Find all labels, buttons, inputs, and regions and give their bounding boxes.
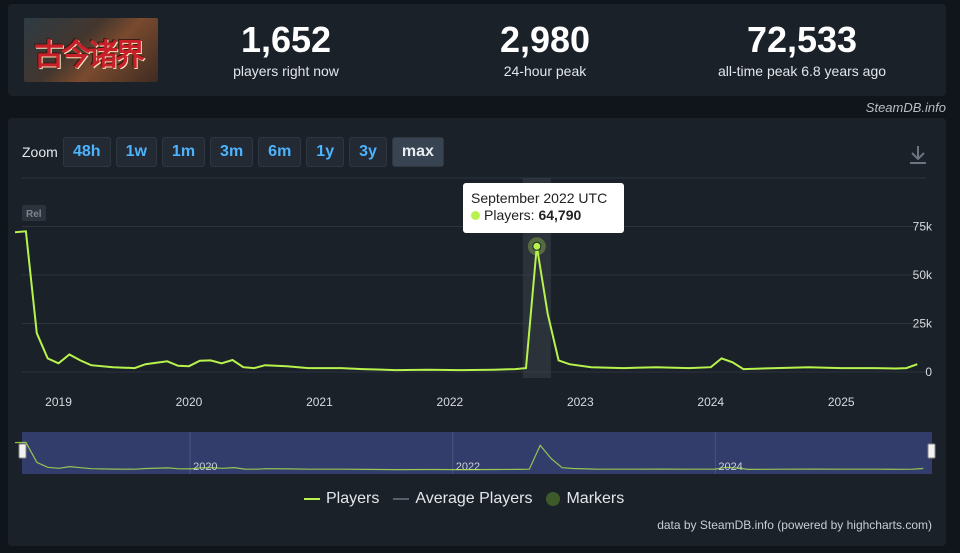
zoom-48h-button[interactable]: 48h <box>63 137 111 167</box>
legend-markers-label: Markers <box>566 490 625 507</box>
hover-point <box>532 241 542 251</box>
current-players-value: 1,652 <box>240 19 332 60</box>
peak24-label: 24-hour peak <box>503 63 587 79</box>
release-marker[interactable]: Rel <box>22 205 46 221</box>
legend-item-average-players[interactable]: Average Players <box>393 490 532 508</box>
legend-average-label: Average Players <box>415 490 533 507</box>
navigator-tick-label: 2022 <box>456 461 480 473</box>
x-tick-label: 2019 <box>45 395 72 409</box>
stat-alltime-peak: 72,533 all-time peak 6.8 years ago <box>692 18 912 80</box>
alltime-peak-label: all-time peak 6.8 years ago <box>717 63 887 79</box>
x-axis-labels: 2019 2020 2021 2022 2023 2024 2025 <box>45 395 855 409</box>
game-thumbnail[interactable]: 古今诸界 <box>24 18 158 82</box>
zoom-1w-button[interactable]: 1w <box>115 137 157 167</box>
y-tick-label: 0 <box>925 365 932 379</box>
zoom-label: Zoom <box>22 144 58 160</box>
y-tick-label: 25k <box>913 317 933 331</box>
average-legend-line <box>393 498 410 500</box>
navigator[interactable]: 2020 2022 2024 <box>14 432 936 474</box>
y-axis-labels: 0 25k 50k 75k <box>913 220 933 380</box>
zoom-6m-button[interactable]: 6m <box>258 137 302 167</box>
current-players-label: players right now <box>233 63 339 79</box>
x-tick-label: 2023 <box>567 395 594 409</box>
navigator-series-line <box>14 441 924 471</box>
chart-panel: Zoom 48h 1w 1m 3m 6m 1y 3y max 0 25k 50k 75… <box>8 118 946 546</box>
steamdb-watermark[interactable]: SteamDB.info <box>865 100 946 115</box>
y-tick-label: 50k <box>913 268 933 282</box>
zoom-1m-button[interactable]: 1m <box>161 137 206 167</box>
zoom-1y-button[interactable]: 1y <box>306 137 345 167</box>
navigator-tick-label: 2020 <box>193 461 217 473</box>
stats-panel: 古今诸界 1,652 players right now 2,980 24-ho… <box>8 4 946 96</box>
zoom-buttons: 48h 1w 1m 3m 6m 1y 3y max <box>63 137 444 167</box>
release-marker-label: Rel <box>26 209 42 220</box>
y-tick-label: 75k <box>913 220 933 234</box>
stat-current-players: 1,652 players right now <box>176 18 396 80</box>
zoom-3m-button[interactable]: 3m <box>210 137 254 167</box>
chart-legend: Players Average Players Markers <box>304 490 624 508</box>
game-logo-text: 古今诸界 <box>34 38 145 73</box>
alltime-peak-value: 72,533 <box>746 19 858 60</box>
tooltip-title: September 2022 UTC <box>471 190 608 206</box>
download-icon[interactable] <box>908 144 928 166</box>
zoom-3y-button[interactable]: 3y <box>349 137 387 167</box>
tooltip-value: 64,790 <box>538 207 582 223</box>
navigator-handle-left[interactable] <box>18 443 27 459</box>
chart-credits[interactable]: data by SteamDB.info (powered by highcha… <box>657 518 932 532</box>
players-series-line <box>14 230 918 372</box>
navigator-grid <box>189 432 716 474</box>
navigator-handle-right[interactable] <box>927 443 936 459</box>
players-legend-line <box>304 498 320 500</box>
markers-legend-dot <box>546 492 561 506</box>
peak24-value: 2,980 <box>499 19 591 60</box>
x-tick-label: 2022 <box>437 395 464 409</box>
stat-24h-peak: 2,980 24-hour peak <box>435 18 655 80</box>
navigator-mask <box>22 432 932 474</box>
zoom-max-button[interactable]: max <box>391 137 444 167</box>
x-tick-label: 2025 <box>828 395 855 409</box>
tooltip-series-dot <box>471 211 480 220</box>
legend-players-label: Players <box>326 490 380 507</box>
x-tick-label: 2021 <box>306 395 333 409</box>
chart-tooltip: September 2022 UTC Players: 64,790 <box>463 183 624 233</box>
legend-item-markers[interactable]: Markers <box>546 490 624 508</box>
x-tick-label: 2020 <box>176 395 203 409</box>
x-tick-label: 2024 <box>697 395 724 409</box>
navigator-tick-label: 2024 <box>718 461 742 473</box>
tooltip-series-label: Players: <box>484 207 535 223</box>
legend-item-players[interactable]: Players <box>304 490 379 508</box>
